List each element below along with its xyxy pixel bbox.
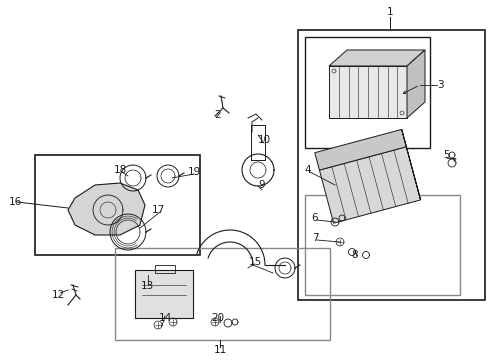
Text: 12: 12: [51, 290, 64, 300]
Text: 14: 14: [158, 313, 171, 323]
Bar: [250, 125, 264, 160]
Polygon shape: [328, 50, 424, 66]
Text: 8: 8: [351, 250, 358, 260]
Text: 11: 11: [213, 345, 226, 355]
Bar: [305, 195, 459, 295]
Bar: [35, 155, 200, 255]
Text: 19: 19: [187, 167, 200, 177]
Text: 2: 2: [214, 110, 221, 120]
Text: 16: 16: [8, 197, 21, 207]
Polygon shape: [406, 50, 424, 118]
Bar: [297, 30, 484, 300]
Text: 18: 18: [113, 165, 126, 175]
Polygon shape: [401, 129, 420, 200]
Text: 15: 15: [248, 257, 261, 267]
Text: 10: 10: [257, 135, 270, 145]
Text: 4: 4: [304, 165, 311, 175]
Polygon shape: [328, 66, 406, 118]
Polygon shape: [314, 129, 406, 170]
Polygon shape: [319, 147, 420, 223]
Text: 7: 7: [311, 233, 318, 243]
Bar: [115, 248, 329, 340]
Text: 20: 20: [211, 313, 224, 323]
Text: 9: 9: [258, 180, 265, 190]
Text: 1: 1: [386, 7, 392, 17]
Text: 13: 13: [140, 281, 153, 291]
Bar: [155, 265, 175, 273]
Text: 17: 17: [151, 205, 164, 215]
Text: 6: 6: [311, 213, 318, 223]
Text: 5: 5: [443, 150, 449, 160]
Text: 3: 3: [436, 80, 443, 90]
Polygon shape: [68, 183, 145, 235]
Bar: [305, 37, 429, 148]
Bar: [135, 270, 193, 318]
